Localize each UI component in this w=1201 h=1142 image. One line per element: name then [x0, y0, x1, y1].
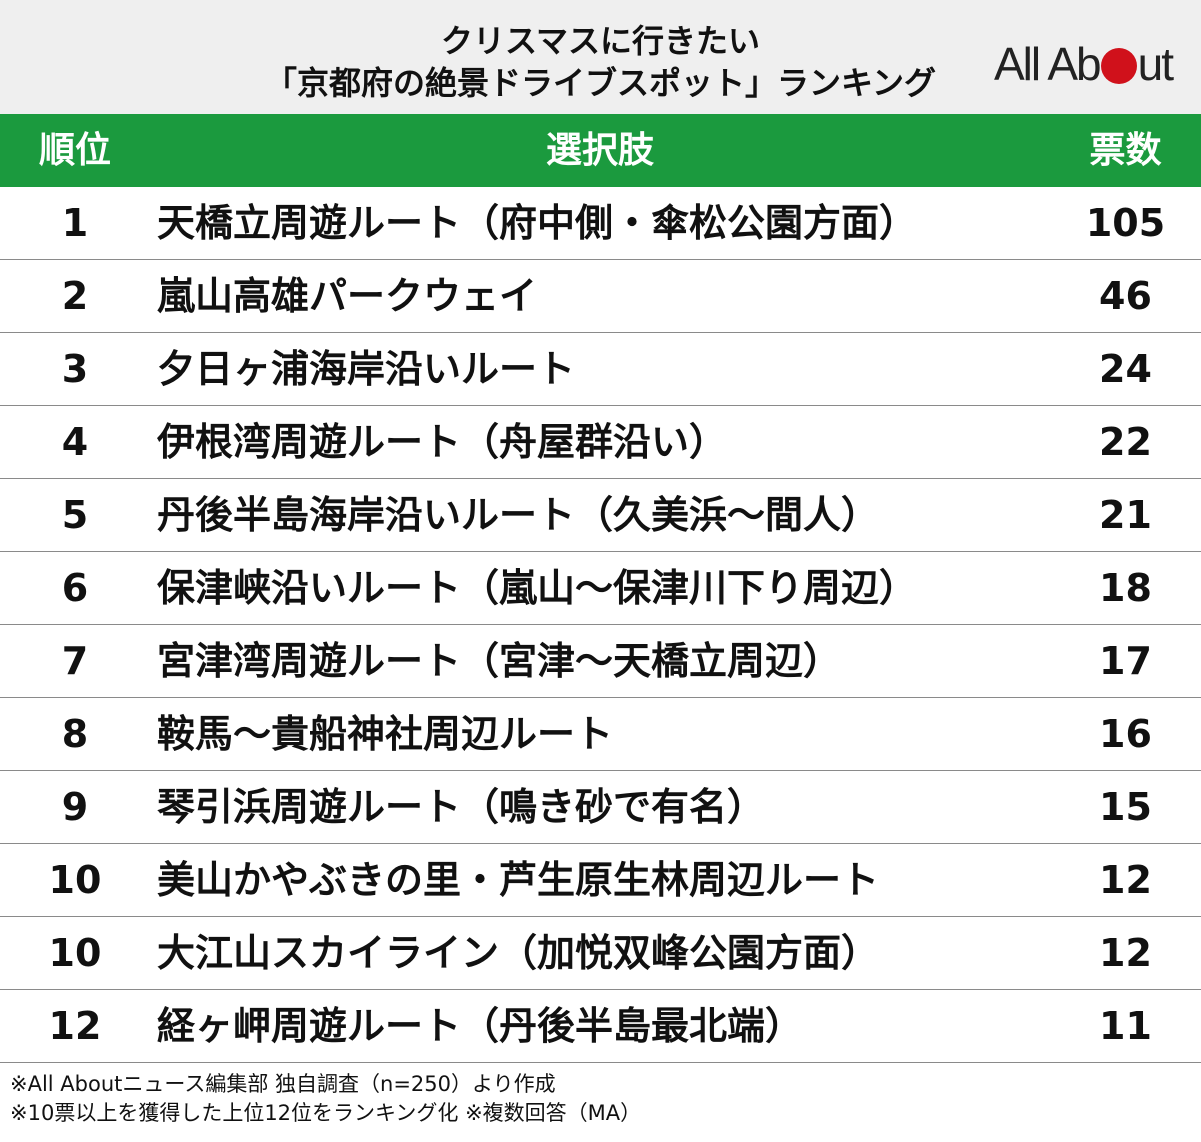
- rank-cell: 9: [61, 785, 89, 829]
- table-row: 5 丹後半島海岸沿いルート（久美浜〜間人） 21: [0, 479, 1201, 552]
- table-row: 9 琴引浜周遊ルート（鳴き砂で有名） 15: [0, 771, 1201, 844]
- page-title-line1: クリスマスに行きたい: [440, 22, 761, 60]
- allabout-logo: All Ab ut: [994, 36, 1174, 92]
- rank-cell: 10: [48, 931, 102, 975]
- page-title-line2: 「京都府の絶景ドライブスポット」ランキング: [264, 64, 937, 102]
- ranking-table-body: 1 天橋立周遊ルート（府中側・傘松公園方面） 105 2 嵐山高雄パークウェイ …: [0, 187, 1201, 1063]
- votes-cell: 46: [1099, 274, 1152, 318]
- table-row: 3 夕日ヶ浦海岸沿いルート 24: [0, 333, 1201, 406]
- logo-dot-icon: [1100, 48, 1137, 84]
- rank-cell: 8: [61, 712, 89, 756]
- table-row: 10 大江山スカイライン（加悦双峰公園方面） 12: [0, 917, 1201, 990]
- rank-cell: 5: [61, 493, 89, 537]
- votes-cell: 15: [1099, 785, 1152, 829]
- logo-text-left: All Ab: [994, 38, 1102, 90]
- choice-cell: 保津峡沿いルート（嵐山〜保津川下り周辺）: [157, 566, 918, 610]
- header-votes: 票数: [1089, 130, 1162, 171]
- footnote-method: ※10票以上を獲得した上位12位をランキング化 ※複数回答（MA）: [10, 1101, 642, 1125]
- votes-cell: 105: [1085, 201, 1166, 245]
- votes-cell: 12: [1099, 858, 1152, 902]
- header-rank: 順位: [38, 130, 111, 171]
- choice-cell: 夕日ヶ浦海岸沿いルート: [157, 347, 576, 391]
- rank-cell: 4: [61, 420, 89, 464]
- rank-cell: 2: [61, 274, 89, 318]
- votes-cell: 17: [1099, 639, 1152, 683]
- rank-cell: 3: [61, 347, 89, 391]
- header-choice: 選択肢: [545, 130, 654, 171]
- votes-cell: 24: [1099, 347, 1152, 391]
- choice-cell: 琴引浜周遊ルート（鳴き砂で有名）: [157, 785, 766, 829]
- title-banner: クリスマスに行きたい 「京都府の絶景ドライブスポット」ランキング All Ab u…: [0, 0, 1201, 114]
- rank-cell: 10: [48, 858, 102, 902]
- table-row: 4 伊根湾周遊ルート（舟屋群沿い） 22: [0, 406, 1201, 479]
- votes-cell: 21: [1099, 493, 1152, 537]
- choice-cell: 鞍馬〜貴船神社周辺ルート: [157, 712, 614, 756]
- rank-cell: 6: [61, 566, 89, 610]
- rank-cell: 12: [48, 1004, 102, 1048]
- choice-cell: 天橋立周遊ルート（府中側・傘松公園方面）: [157, 201, 918, 245]
- choice-cell: 大江山スカイライン（加悦双峰公園方面）: [157, 931, 880, 975]
- table-row: 6 保津峡沿いルート（嵐山〜保津川下り周辺） 18: [0, 552, 1201, 625]
- rank-cell: 1: [61, 201, 89, 245]
- votes-cell: 11: [1099, 1004, 1152, 1048]
- table-row: 10 美山かやぶきの里・芦生原生林周辺ルート 12: [0, 844, 1201, 917]
- choice-cell: 丹後半島海岸沿いルート（久美浜〜間人）: [157, 493, 880, 537]
- footnote-source: ※All Aboutニュース編集部 独自調査（n=250）より作成: [10, 1072, 556, 1096]
- votes-cell: 22: [1099, 420, 1152, 464]
- choice-cell: 伊根湾周遊ルート（舟屋群沿い）: [157, 420, 728, 464]
- table-row: 1 天橋立周遊ルート（府中側・傘松公園方面） 105: [0, 187, 1201, 260]
- table-row: 2 嵐山高雄パークウェイ 46: [0, 260, 1201, 333]
- votes-cell: 16: [1099, 712, 1152, 756]
- table-row: 8 鞍馬〜貴船神社周辺ルート 16: [0, 698, 1201, 771]
- table-row: 7 宮津湾周遊ルート（宮津〜天橋立周辺） 17: [0, 625, 1201, 698]
- table-header: 順位 選択肢 票数: [0, 114, 1201, 187]
- choice-cell: 嵐山高雄パークウェイ: [157, 274, 538, 318]
- votes-cell: 18: [1099, 566, 1152, 610]
- rank-cell: 7: [61, 639, 89, 683]
- choice-cell: 経ヶ岬周遊ルート（丹後半島最北端）: [157, 1004, 804, 1048]
- choice-cell: 宮津湾周遊ルート（宮津〜天橋立周辺）: [157, 639, 842, 683]
- logo-text-right: ut: [1137, 38, 1174, 90]
- table-row: 12 経ヶ岬周遊ルート（丹後半島最北端） 11: [0, 990, 1201, 1063]
- choice-cell: 美山かやぶきの里・芦生原生林周辺ルート: [157, 858, 880, 902]
- votes-cell: 12: [1099, 931, 1152, 975]
